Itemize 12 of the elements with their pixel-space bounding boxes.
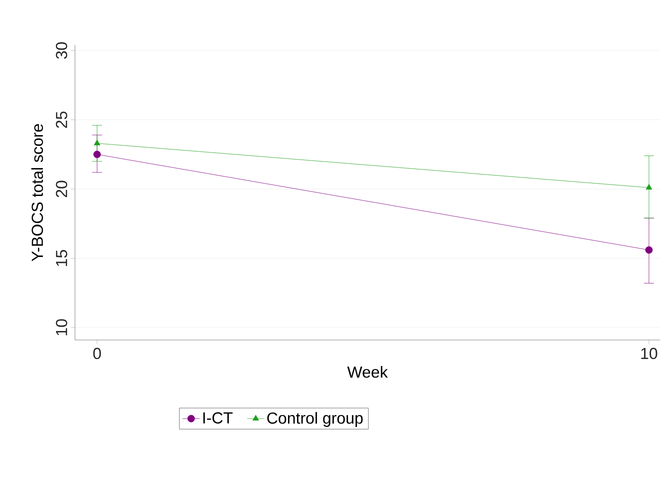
y-tick-label: 30 bbox=[56, 42, 68, 59]
y-axis-title: Y-BOCS total score bbox=[31, 124, 44, 262]
x-tick-label: 0 bbox=[93, 348, 101, 360]
y-tick-label: 25 bbox=[56, 112, 68, 128]
legend-label: Control group bbox=[267, 412, 363, 427]
y-tick-label: 10 bbox=[56, 319, 68, 336]
y-tick-label: 20 bbox=[56, 180, 68, 198]
y-tick-label: 15 bbox=[56, 250, 68, 266]
point bbox=[645, 246, 653, 254]
legend-label: I-CT bbox=[203, 412, 233, 424]
point bbox=[93, 150, 101, 158]
x-axis-title: Week bbox=[347, 366, 388, 378]
